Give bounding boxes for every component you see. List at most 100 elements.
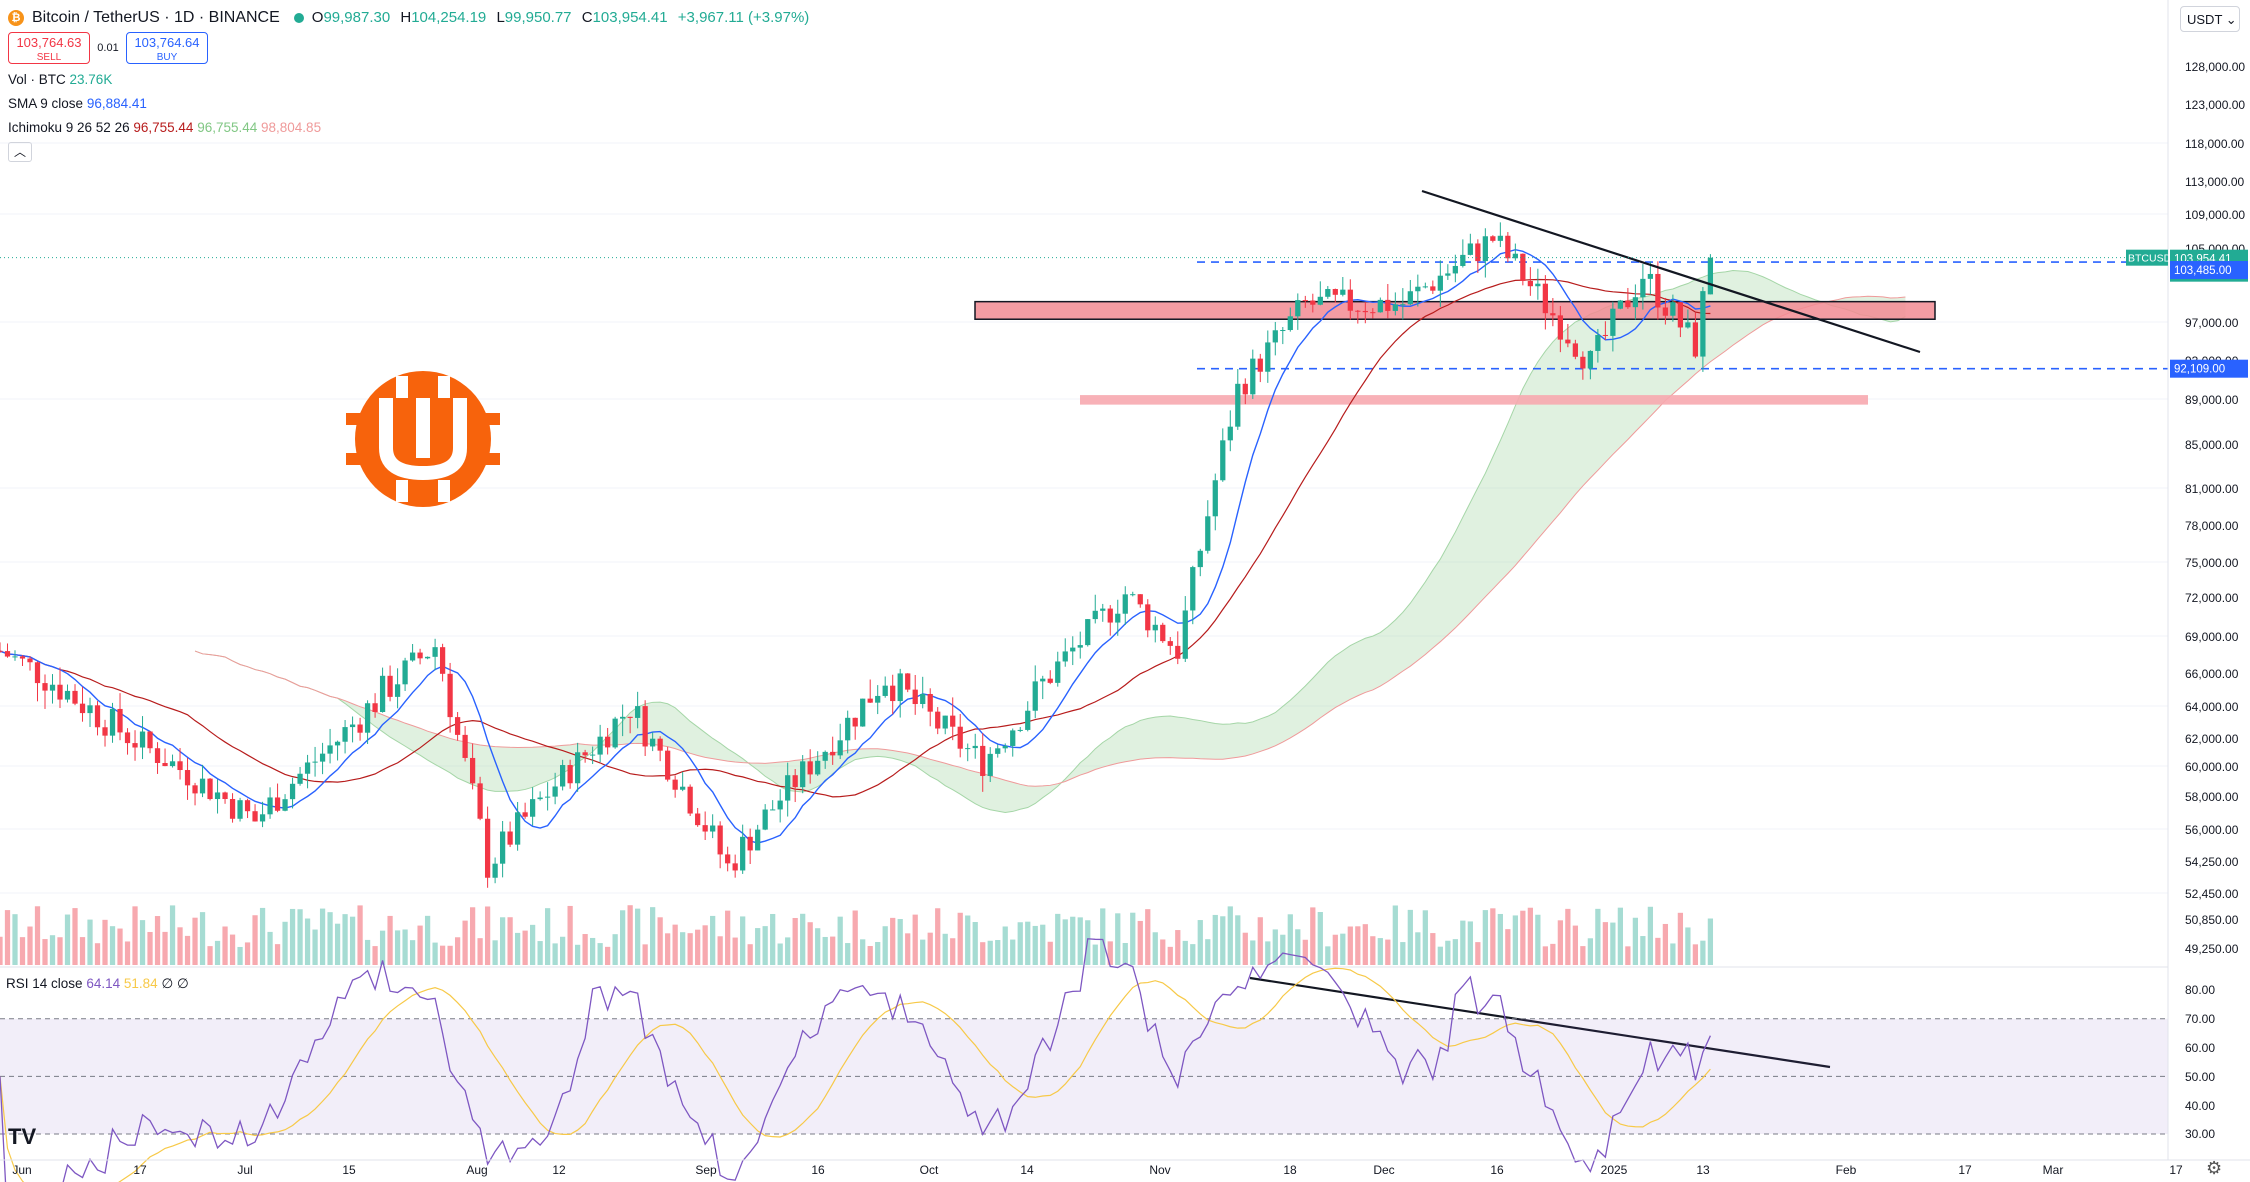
candle-body <box>987 753 993 776</box>
volume-bar <box>590 937 596 965</box>
candle-body <box>620 716 626 719</box>
candle-body <box>79 703 86 714</box>
volume-bar <box>252 915 258 965</box>
candle-body <box>935 711 941 729</box>
candle-body <box>1572 343 1578 357</box>
volume-bar <box>1032 925 1038 965</box>
buy-button[interactable]: 103,764.64 BUY <box>126 32 208 64</box>
chevron-up-icon[interactable]: ︿ <box>8 142 32 162</box>
gear-icon[interactable]: ⚙ <box>2206 1158 2223 1178</box>
candle-body <box>12 656 18 658</box>
candle-body <box>192 785 198 794</box>
price-tick-label: 113,000.00 <box>2185 175 2244 189</box>
tradingview-logo[interactable]: TV <box>8 1124 37 1149</box>
volume-bar <box>1707 918 1714 965</box>
volume-bar <box>650 907 656 965</box>
price-tick-label: 66,000.00 <box>2185 667 2239 681</box>
ichimoku-legend[interactable]: Ichimoku 9 26 52 26 96,755.44 96,755.44 … <box>8 120 322 135</box>
candle-body <box>1070 647 1076 652</box>
cloud-fill <box>195 270 1906 813</box>
volume-bar <box>995 940 1001 965</box>
volume-bar <box>454 937 461 965</box>
candle-body <box>762 809 768 830</box>
candle-body <box>169 761 176 767</box>
rsi-ma-line <box>0 967 1711 1182</box>
candle-body <box>950 715 956 727</box>
candle-body <box>94 705 101 728</box>
candle-body <box>1460 254 1466 266</box>
volume-bar <box>635 908 641 965</box>
bitcoin-logo <box>346 371 500 507</box>
volume-bar <box>1017 922 1023 965</box>
time-tick-label: 17 <box>1958 1163 1972 1177</box>
volume-bars <box>0 905 1714 965</box>
volume-bar <box>109 926 116 965</box>
candle-body <box>319 753 326 762</box>
candle-body <box>64 690 71 700</box>
candle-body <box>1055 661 1061 683</box>
rsi-legend[interactable]: RSI 14 close 64.14 51.84 ∅ ∅ <box>6 976 189 991</box>
candle-body <box>1137 594 1143 605</box>
candle-body <box>1685 322 1691 328</box>
currency-selector[interactable]: USDT ⌄ <box>2180 6 2240 32</box>
candle-body <box>567 765 573 784</box>
sma-legend[interactable]: SMA 9 close 96,884.41 <box>8 96 147 111</box>
volume-bar <box>807 922 813 965</box>
candle-body <box>259 814 266 822</box>
volume-bar <box>927 932 933 965</box>
candle-body <box>1625 300 1631 308</box>
sell-button[interactable]: 103,764.63 SELL <box>8 32 90 64</box>
volume-bar <box>1415 932 1421 965</box>
volume-bar <box>582 934 588 965</box>
chart-legend: ₿ Bitcoin / TetherUS · 1D · BINANCE O99,… <box>8 8 815 162</box>
candle-body <box>1115 613 1121 623</box>
candle-body <box>267 797 273 815</box>
volume-bar <box>920 939 926 965</box>
volume-bar <box>680 932 686 965</box>
candle-body <box>1362 310 1368 313</box>
candle-body <box>34 662 41 684</box>
volume-bar <box>1505 929 1511 965</box>
volume-legend[interactable]: Vol · BTC 23.76K <box>8 72 113 87</box>
candle-body <box>1077 645 1083 648</box>
volume-bar <box>1677 912 1684 965</box>
annotations <box>1249 189 1921 1069</box>
candle-body <box>1505 235 1511 259</box>
volume-bar <box>897 919 903 965</box>
candle-body <box>454 717 461 735</box>
volume-bar <box>837 916 843 965</box>
volume-bar <box>657 917 663 965</box>
candle-body <box>417 652 423 659</box>
candle-body <box>424 656 431 659</box>
candle-body <box>1670 302 1676 316</box>
volume-bar <box>162 931 168 965</box>
volume-bar <box>409 940 416 965</box>
volume-bar <box>1122 942 1128 965</box>
volume-bar <box>612 934 618 965</box>
volume-bar <box>1197 920 1203 965</box>
candle-body <box>49 684 56 691</box>
candle-body <box>529 799 536 817</box>
volume-bar <box>1250 940 1256 965</box>
price-tag-text: 103,485.00 <box>2174 265 2232 277</box>
candle-body <box>1355 310 1361 312</box>
candle-body <box>1280 330 1286 332</box>
price-tick-label: 75,000.00 <box>2185 556 2239 570</box>
time-tick-label: 17 <box>2169 1163 2183 1177</box>
volume-bar <box>792 917 798 965</box>
volume-bar <box>1370 936 1376 965</box>
symbol-title[interactable]: Bitcoin / TetherUS · 1D · BINANCE <box>32 9 280 26</box>
price-tick-label: 52,450.00 <box>2185 887 2239 901</box>
candle-body <box>1182 610 1188 659</box>
volume-bar <box>1362 924 1368 965</box>
volume-bar <box>1002 926 1008 965</box>
candle-body <box>1010 730 1016 746</box>
volume-bar <box>1512 915 1518 965</box>
candle-body <box>1445 273 1451 276</box>
candle-body <box>1482 236 1488 262</box>
time-tick-label: Mar <box>2043 1163 2064 1177</box>
volume-bar <box>980 942 986 965</box>
volume-bar <box>72 908 78 965</box>
volume-bar <box>222 926 228 965</box>
